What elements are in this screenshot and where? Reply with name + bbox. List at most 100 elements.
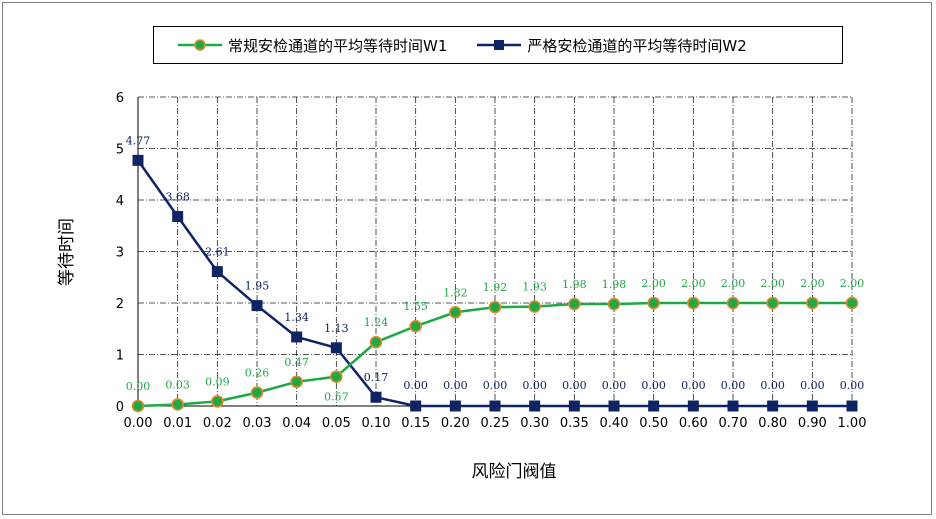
legend-label-w1: 常规安检通道的平均等待时间W1	[228, 36, 448, 55]
data-label-w1: 1.82	[443, 286, 468, 299]
data-label-w1: 2.00	[681, 277, 706, 290]
x-tick-label: 0.35	[560, 416, 589, 431]
point-w2	[132, 154, 144, 166]
legend-swatch-w2	[477, 40, 522, 50]
point-w1	[607, 297, 621, 311]
data-label-w2: 2.61	[205, 246, 230, 259]
data-label-w1: 0.00	[126, 380, 151, 393]
data-label-w1: 1.92	[483, 281, 508, 294]
point-w1	[568, 297, 581, 311]
y-tick-label: 1	[116, 349, 124, 364]
point-w2	[767, 400, 779, 412]
y-tick-label: 4	[116, 194, 124, 209]
x-tick-label: 0.60	[679, 416, 708, 431]
y-tick-label: 0	[116, 400, 124, 415]
data-label-w2: 0.00	[403, 379, 428, 392]
point-w1	[290, 375, 303, 389]
data-label-w1: 1.55	[403, 300, 428, 313]
x-tick-label: 0.10	[362, 416, 391, 431]
data-label-w1: 0.26	[245, 367, 270, 380]
y-tick-label: 2	[116, 297, 124, 312]
x-tick-label: 0.40	[600, 416, 629, 431]
y-tick-label: 6	[116, 91, 124, 106]
x-tick-label: 0.30	[520, 416, 549, 431]
data-label-w1: 1.24	[364, 316, 389, 329]
point-w1	[369, 335, 383, 349]
x-tick-label: 0.25	[481, 416, 510, 431]
y-axis-title: 等待时间	[57, 218, 77, 286]
point-w2	[489, 400, 501, 412]
point-w2	[330, 342, 342, 354]
x-tick-label: 0.00	[124, 416, 153, 431]
x-tick-label: 0.03	[243, 416, 272, 431]
x-tick-label: 0.01	[163, 416, 192, 431]
point-w2	[568, 400, 580, 412]
series-lines	[131, 154, 859, 413]
point-w2	[449, 400, 461, 412]
point-w2	[172, 210, 184, 222]
data-label-w2: 4.77	[126, 134, 151, 147]
x-tick-label: 0.04	[282, 416, 311, 431]
point-w1	[766, 296, 779, 310]
point-w1	[687, 296, 700, 310]
x-axis-title: 风险门阀值	[472, 462, 557, 482]
point-w1	[131, 399, 145, 413]
data-label-w2: 0.00	[483, 379, 508, 392]
data-label-w1: 0.03	[165, 378, 190, 391]
data-label-w2: 0.00	[721, 379, 746, 392]
point-w2	[608, 400, 620, 412]
point-w2	[211, 266, 223, 278]
legend-swatch-w1	[178, 39, 222, 51]
data-label-w1: 1.98	[562, 278, 587, 291]
legend: 常规安检通道的平均等待时间W1 严格安检通道的平均等待时间W2	[153, 26, 843, 64]
data-label-w2: 0.00	[443, 379, 468, 392]
point-w1	[171, 398, 184, 411]
x-tick-label: 0.05	[322, 416, 351, 431]
point-w1	[488, 300, 502, 314]
y-tick-label: 3	[116, 246, 124, 261]
point-w1	[211, 395, 224, 408]
point-w1	[409, 319, 422, 333]
point-w2	[410, 400, 422, 412]
data-label-w1: 2.00	[760, 277, 785, 290]
data-label-w2: 1.13	[324, 322, 349, 335]
data-label-w1: 2.00	[641, 277, 666, 290]
data-label-w1: 0.57	[324, 391, 349, 404]
point-w1	[250, 386, 264, 399]
x-tick-label: 0.70	[719, 416, 748, 431]
data-label-w1: 1.93	[522, 281, 547, 294]
data-label-w2: 0.00	[602, 379, 627, 392]
data-label-w1: 2.00	[721, 277, 746, 290]
point-w1	[845, 296, 859, 310]
x-tick-label: 0.02	[203, 416, 232, 431]
point-w1	[647, 296, 660, 310]
point-w2	[370, 391, 382, 403]
data-label-w2: 1.95	[245, 280, 270, 293]
point-w2	[529, 400, 541, 412]
x-tick-label: 1.00	[838, 416, 867, 431]
data-label-w2: 0.00	[800, 379, 825, 392]
point-w1	[449, 305, 462, 319]
data-label-w2: 0.00	[562, 379, 587, 392]
point-w2	[648, 400, 660, 412]
point-w1	[330, 370, 343, 383]
legend-label-w2: 严格安检通道的平均等待时间W2	[527, 36, 747, 55]
data-label-w2: 0.00	[760, 379, 785, 392]
x-tick-label: 0.15	[401, 416, 430, 431]
x-tick-label: 0.50	[639, 416, 668, 431]
point-w2	[251, 300, 263, 312]
data-label-w2: 0.00	[681, 379, 706, 392]
data-label-w2: 0.00	[522, 379, 547, 392]
data-label-w2: 1.34	[284, 311, 309, 324]
point-w1	[528, 300, 541, 313]
point-w2	[806, 400, 818, 412]
data-label-w1: 0.47	[284, 356, 309, 369]
x-tick-label: 0.20	[441, 416, 470, 431]
data-label-w2: 3.68	[165, 190, 190, 203]
x-tick-label: 0.90	[798, 416, 827, 431]
y-tick-label: 5	[116, 143, 124, 158]
data-label-w1: 1.98	[602, 278, 627, 291]
point-w2	[687, 400, 699, 412]
